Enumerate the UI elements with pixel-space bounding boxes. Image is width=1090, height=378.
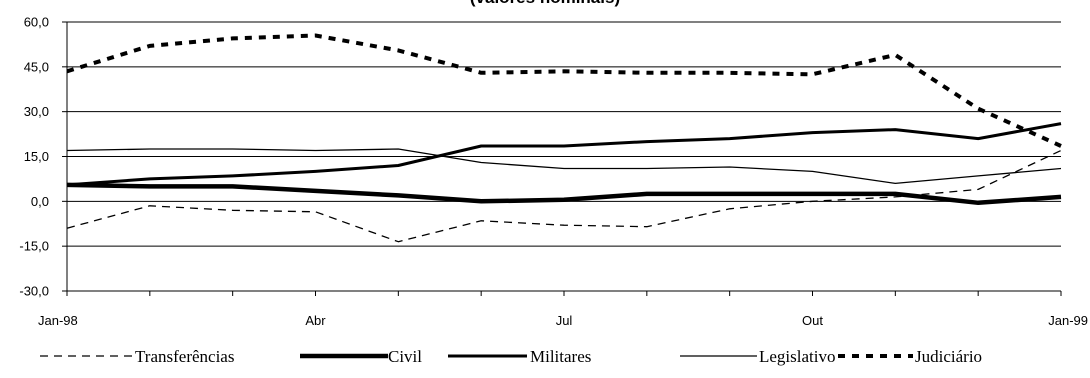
y-tick-label: -15,0 bbox=[19, 239, 49, 254]
axes bbox=[62, 21, 1062, 296]
series-line-2 bbox=[66, 182, 1062, 206]
y-axis-tick-labels: 60,0 45,0 30,0 15,0 0,0 -15,0 -30,0 bbox=[19, 15, 49, 299]
series-line-1 bbox=[66, 149, 1062, 243]
series-line-5 bbox=[66, 33, 1062, 148]
legend: Transferências Civil Militares Legislativo J… bbox=[40, 347, 982, 366]
y-tick-label: 45,0 bbox=[24, 59, 49, 74]
x-axis-tick-labels: Jan-98 Abr Jul Out Jan-99 bbox=[38, 313, 1088, 328]
series-line-4 bbox=[66, 148, 1062, 185]
y-tick-label: 60,0 bbox=[24, 15, 49, 30]
x-tick-label: Jan-99 bbox=[1048, 313, 1088, 328]
chart-title: (valores nominais) bbox=[0, 0, 1090, 8]
y-tick-label: 15,0 bbox=[24, 149, 49, 164]
x-tick-label: Jan-98 bbox=[38, 313, 78, 328]
y-tick-label: 30,0 bbox=[24, 104, 49, 119]
legend-label: Militares bbox=[530, 347, 591, 366]
y-tick-label: -30,0 bbox=[19, 284, 49, 299]
series-line-3 bbox=[66, 122, 1062, 187]
series-lines bbox=[66, 33, 1062, 243]
gridlines bbox=[67, 21, 1061, 247]
legend-label: Civil bbox=[388, 347, 422, 366]
x-tick-label: Out bbox=[802, 313, 823, 328]
legend-label: Legislativo bbox=[759, 347, 835, 366]
x-tick-label: Jul bbox=[556, 313, 573, 328]
legend-label: Transferências bbox=[135, 347, 234, 366]
y-tick-label: 0,0 bbox=[31, 194, 49, 209]
x-tick-label: Abr bbox=[305, 313, 326, 328]
legend-label: Judiciário bbox=[915, 347, 982, 366]
